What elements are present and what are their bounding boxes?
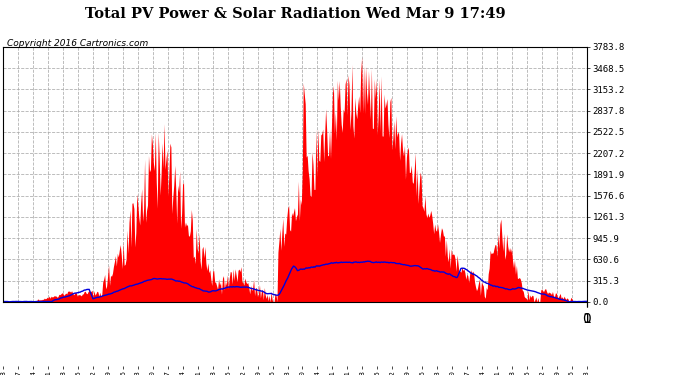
Text: Total PV Power & Solar Radiation Wed Mar 9 17:49: Total PV Power & Solar Radiation Wed Mar… (85, 8, 505, 21)
Text: Radiation  (W/m2): Radiation (W/m2) (380, 30, 464, 39)
Text: Copyright 2016 Cartronics.com: Copyright 2016 Cartronics.com (7, 39, 148, 48)
Text: PV Panels  (DC Watts): PV Panels (DC Watts) (497, 30, 602, 39)
